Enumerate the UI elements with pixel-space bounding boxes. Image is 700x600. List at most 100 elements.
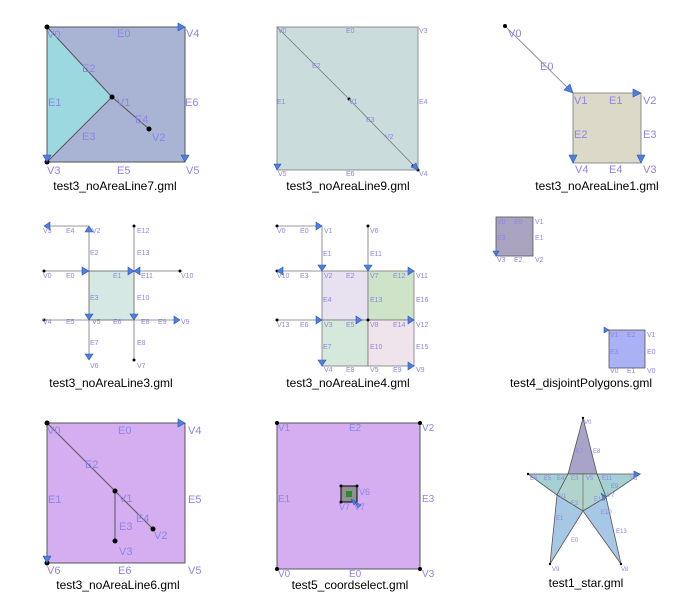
label: E14 <box>393 322 406 329</box>
label: V7 <box>354 502 365 512</box>
face-bright-blue <box>608 329 646 369</box>
label: V13 <box>277 322 290 329</box>
label: V2 <box>422 423 435 434</box>
label: E5 <box>66 319 75 326</box>
label: E4 <box>136 513 149 525</box>
panel-noarealine3: V3 E4 V2 E12 E2 E13 V0 E0 E1 E11 V10 E3 … <box>42 221 194 390</box>
vertex-dot <box>109 94 115 100</box>
label: E0 <box>117 28 130 40</box>
label: V6 <box>630 476 638 482</box>
label: E4 <box>557 476 565 482</box>
label: E0 <box>571 538 579 544</box>
label: E1 <box>323 251 332 258</box>
vertex-dot <box>44 420 50 426</box>
label: E2 <box>574 129 587 141</box>
label: E4 <box>419 99 428 106</box>
face-cyan <box>46 25 113 164</box>
label: V2 <box>385 134 394 141</box>
caption: test3_noAreaLine9.gml <box>286 179 409 193</box>
arrow-icon <box>127 266 135 276</box>
label: E5 <box>346 322 355 329</box>
arrow-icon <box>84 353 94 361</box>
label: V3 <box>119 546 132 558</box>
label: V6 <box>370 228 379 235</box>
label: V10 <box>181 273 194 280</box>
label: E7 <box>90 340 99 347</box>
label: V0 <box>47 425 60 437</box>
panel-noarealine6: V0 E0 V4 E2 E1 V1 E5 E3 E4 V2 V3 V6 E6 V… <box>42 418 201 592</box>
label: E3 <box>571 476 579 482</box>
label: V4 <box>419 171 428 178</box>
caption: test3_noAreaLine6.gml <box>56 578 179 592</box>
vertex-dot <box>112 538 118 544</box>
arrow-icon <box>636 154 646 164</box>
label: V3 <box>422 569 435 580</box>
vertex-dot <box>112 488 118 494</box>
label: E1 <box>278 494 291 505</box>
label: V0 <box>497 219 506 226</box>
label: E6 <box>300 322 309 329</box>
label: E8 <box>593 449 601 455</box>
face-beige <box>572 92 642 164</box>
label: V1 <box>349 99 358 106</box>
label: E0 <box>647 349 656 356</box>
vertex-dot <box>347 97 351 101</box>
label: E12 <box>137 228 150 235</box>
vertex-dot <box>275 318 279 322</box>
label: E1 <box>48 97 61 109</box>
arrow-icon <box>407 266 415 276</box>
label: V12 <box>416 322 429 329</box>
label: V1 <box>535 219 544 226</box>
label: V6 <box>47 565 60 577</box>
arrow-icon <box>600 492 607 501</box>
label: V0 <box>277 228 286 235</box>
label: E3 <box>610 349 619 356</box>
arrow-icon <box>129 313 139 321</box>
label: V7 <box>607 493 615 499</box>
label: V3 <box>497 257 506 264</box>
label: E0 <box>300 228 309 235</box>
label: E2 <box>346 273 355 280</box>
label: E6 <box>530 476 538 482</box>
label: V6 <box>90 363 99 370</box>
panel-noarealine4: V0 E0 V1 V6 E1 E11 V10 E3 V2 E2 V7 E12 V… <box>275 221 429 390</box>
vertex-dot <box>418 421 422 425</box>
label: E1 <box>627 368 636 375</box>
vertex-dot <box>339 484 343 488</box>
vertex-dot <box>44 24 50 30</box>
label: E1 <box>48 494 61 506</box>
label: V4 <box>324 367 333 374</box>
vertex-dot <box>418 567 422 571</box>
arrow-icon <box>407 315 415 325</box>
label: V3 <box>324 322 333 329</box>
arrow-icon <box>84 225 94 233</box>
label: V5 <box>188 565 201 577</box>
label: E3 <box>90 295 99 302</box>
label: V7 <box>339 502 350 512</box>
label: E11 <box>370 251 382 258</box>
label: V9 <box>552 567 560 573</box>
arrow-icon <box>42 555 52 564</box>
label: E2 <box>571 501 579 507</box>
panel-disjointpolygons: V0 E0 V1 E3 E1 V3 E2 V2 V1 E2 V1 E3 E0 V… <box>492 216 656 390</box>
face-green <box>321 319 369 367</box>
label: E0 <box>118 425 131 437</box>
arrow-icon <box>173 315 181 325</box>
label: E8 <box>137 340 146 347</box>
label: V4 <box>43 319 52 326</box>
panel-noarealine7: V0 E0 V4 E2 E1 V1 E6 E4 E3 V2 V3 E5 V5 t… <box>42 22 199 193</box>
vertex-dot <box>526 472 530 476</box>
face-purple <box>567 416 598 475</box>
label: V1 <box>559 494 567 500</box>
label: E5 <box>117 165 130 177</box>
label: V5 <box>186 165 199 177</box>
face-grey-purple <box>495 216 534 257</box>
edge-line <box>348 98 419 171</box>
vertex-dot <box>150 526 156 532</box>
label: E6 <box>113 319 122 326</box>
label: V2 <box>154 530 167 542</box>
vertex-dot <box>366 224 370 228</box>
label: E1 <box>277 99 286 106</box>
label: E2 <box>82 63 95 75</box>
